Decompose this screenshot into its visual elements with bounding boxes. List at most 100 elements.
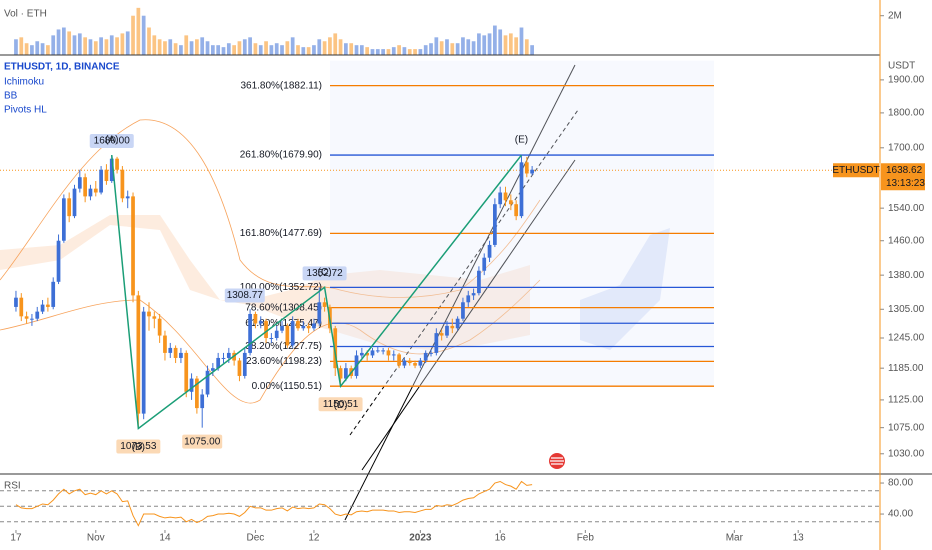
candle-body bbox=[195, 378, 199, 409]
candle-body bbox=[152, 316, 157, 319]
candle-body bbox=[471, 293, 476, 296]
pivot-label: 1075.00 bbox=[184, 436, 221, 447]
candle-body bbox=[322, 302, 327, 307]
volume-bar bbox=[205, 41, 210, 55]
candle-body bbox=[296, 321, 300, 329]
candle-body bbox=[477, 270, 481, 294]
volume-bar bbox=[46, 45, 50, 55]
volume-title: Vol · ETH bbox=[4, 9, 47, 20]
candle-body bbox=[173, 347, 178, 358]
volume-bar bbox=[216, 45, 221, 55]
volume-bar bbox=[434, 37, 439, 55]
candle-body bbox=[445, 325, 449, 336]
fib-label: 78.60%(1308.45) bbox=[245, 302, 322, 313]
volume-bar bbox=[296, 45, 300, 55]
volume-tick-label: 2M bbox=[888, 10, 902, 21]
volume-bar bbox=[317, 39, 322, 55]
candle-body bbox=[301, 325, 306, 329]
volume-bar bbox=[88, 39, 93, 55]
candle-body bbox=[498, 192, 503, 205]
candle-body bbox=[46, 304, 50, 307]
candle-body bbox=[242, 352, 247, 376]
ichimoku-cloud-future bbox=[580, 228, 670, 350]
candle-body bbox=[226, 352, 231, 358]
candle-body bbox=[51, 281, 56, 307]
volume-bar bbox=[136, 7, 141, 55]
volume-bar bbox=[439, 41, 444, 55]
candle-body bbox=[83, 177, 88, 197]
volume-bar bbox=[19, 37, 24, 55]
channel-midline bbox=[349, 109, 579, 436]
volume-bar bbox=[306, 47, 311, 55]
pivot-box bbox=[182, 434, 223, 449]
volume-bar bbox=[402, 47, 407, 55]
volume-bar bbox=[210, 45, 215, 55]
candle-body bbox=[61, 198, 66, 241]
volume-bar bbox=[14, 39, 18, 55]
candle-body bbox=[147, 311, 151, 317]
volume-bar bbox=[35, 41, 40, 55]
fib-label: 61.80%(1275.47) bbox=[245, 318, 322, 329]
volume-bar bbox=[56, 29, 61, 55]
price-label-box bbox=[89, 134, 134, 149]
volume-bar bbox=[455, 43, 460, 55]
volume-bar bbox=[322, 41, 327, 55]
channel-line bbox=[344, 64, 576, 521]
candle-body bbox=[248, 313, 252, 353]
volume-bar bbox=[115, 37, 119, 55]
candle-body bbox=[210, 368, 215, 371]
volume-bar bbox=[168, 39, 173, 55]
candle-body bbox=[184, 352, 189, 392]
candle-body bbox=[216, 357, 221, 369]
y-tick-label: 1380.00 bbox=[888, 270, 925, 281]
candle-body bbox=[466, 295, 471, 303]
volume-bar bbox=[147, 27, 151, 55]
price-label-box bbox=[116, 439, 161, 454]
y-tick-label: 1700.00 bbox=[888, 142, 925, 153]
candle-body bbox=[88, 188, 93, 197]
candle-body bbox=[487, 244, 492, 258]
volume-bar bbox=[359, 45, 364, 55]
candle-body bbox=[264, 321, 268, 339]
candle-body bbox=[274, 330, 279, 339]
volume-bar bbox=[173, 43, 178, 55]
candle-body bbox=[205, 370, 210, 395]
candle-body bbox=[136, 295, 141, 414]
volume-bar bbox=[237, 41, 242, 55]
y-tick-label: 1075.00 bbox=[888, 422, 925, 433]
volume-bar bbox=[264, 41, 268, 55]
pattern-point-label: (D) bbox=[334, 400, 348, 411]
candle-body bbox=[67, 198, 72, 217]
candle-body bbox=[333, 328, 338, 369]
candle-body bbox=[19, 297, 24, 317]
volume-bar bbox=[344, 43, 348, 55]
candle-body bbox=[14, 297, 18, 307]
fib-label: 0.00%(1150.51) bbox=[252, 381, 322, 392]
candle-body bbox=[461, 302, 465, 319]
candle-body bbox=[72, 188, 77, 217]
volume-bar bbox=[301, 47, 306, 55]
y-tick-label: 1030.00 bbox=[888, 448, 925, 459]
volume-bar bbox=[375, 49, 380, 55]
fib-label: 23.60%(1198.23) bbox=[246, 356, 322, 367]
candle-body bbox=[423, 352, 428, 361]
volume-bar bbox=[429, 43, 433, 55]
x-tick-label: 12 bbox=[308, 533, 320, 544]
volume-bar bbox=[397, 45, 401, 55]
candle-body bbox=[397, 354, 401, 366]
candle-body bbox=[338, 368, 343, 379]
y-tick-label: 1305.00 bbox=[888, 304, 925, 315]
volume-bar bbox=[524, 39, 529, 55]
candle-body bbox=[402, 360, 407, 366]
volume-bar bbox=[487, 33, 492, 55]
candle-body bbox=[290, 321, 295, 346]
volume-bar bbox=[104, 39, 109, 55]
candle-body bbox=[56, 240, 61, 282]
pattern-point-label: (E) bbox=[515, 135, 528, 146]
x-tick-label: Feb bbox=[577, 533, 595, 544]
candle-body bbox=[391, 354, 396, 356]
pivot-box bbox=[224, 288, 265, 303]
candle-body bbox=[514, 204, 519, 217]
y-tick-label: 1245.00 bbox=[888, 333, 925, 344]
axis-unit: USDT bbox=[888, 61, 915, 72]
